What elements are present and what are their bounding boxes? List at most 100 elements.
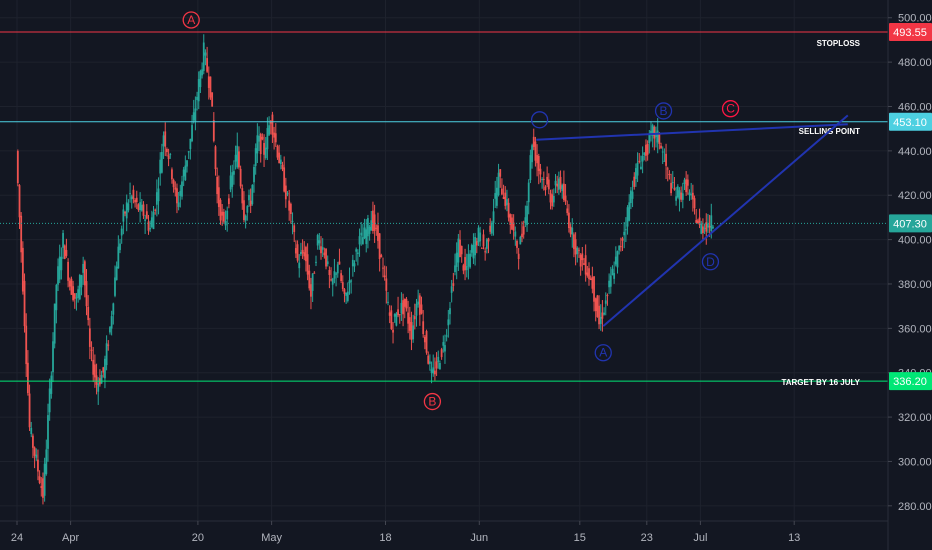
candle-body: [303, 252, 306, 257]
candle-body: [688, 192, 691, 196]
candle-body: [217, 187, 220, 208]
candle-body: [137, 204, 140, 211]
candle-body: [447, 319, 450, 326]
candle-body: [660, 145, 662, 149]
candle-body: [62, 233, 64, 248]
candle-body: [305, 247, 307, 262]
y-tick-label: 400.00: [898, 235, 932, 247]
candle-body: [574, 239, 577, 255]
candle-body: [124, 212, 126, 214]
candle-body: [72, 286, 75, 301]
candle-body: [368, 226, 371, 234]
candle-body: [474, 237, 477, 256]
candle-body: [323, 252, 326, 256]
candle-body: [603, 312, 605, 315]
candle-body: [68, 280, 71, 287]
candle-body: [315, 261, 317, 263]
candle-body: [641, 155, 644, 162]
candle-body: [477, 227, 480, 243]
candle-body: [196, 96, 198, 100]
candle-body: [536, 155, 538, 164]
candle-body: [484, 251, 487, 253]
x-tick-label: 18: [379, 532, 391, 544]
price-badge-label-1: 453.10: [893, 117, 927, 129]
candle-body: [134, 199, 136, 203]
candle-body: [176, 188, 178, 204]
candle-body: [502, 196, 505, 200]
candle-body: [75, 297, 78, 299]
candle-body: [129, 193, 131, 195]
candle-body: [539, 168, 542, 175]
candle-body: [340, 273, 343, 282]
x-tick-label: 15: [574, 532, 586, 544]
candle-body: [145, 211, 148, 219]
candle-body: [400, 302, 403, 314]
candle-body: [60, 256, 63, 271]
candle-body: [100, 374, 103, 384]
candle-body: [648, 134, 651, 144]
candle-body: [495, 187, 498, 206]
candle-body: [494, 193, 497, 199]
candle-body: [87, 306, 90, 321]
candle-body: [182, 169, 185, 177]
candle-body: [254, 148, 257, 166]
candle-body: [532, 136, 535, 147]
candle-body: [233, 171, 235, 175]
hline-label-0: STOPLOSS: [817, 39, 861, 48]
candle-body: [460, 245, 463, 255]
price-badge-1: [889, 112, 932, 131]
candle-body: [125, 202, 128, 219]
candle-body: [378, 233, 381, 260]
candle-body: [546, 176, 549, 185]
candle-body: [658, 133, 661, 144]
price-badge-label-3: 336.20: [893, 376, 927, 388]
candle-body: [83, 261, 86, 286]
candle-body: [55, 285, 58, 311]
candle-body: [107, 344, 110, 346]
candle-body: [52, 341, 54, 373]
candle-body: [139, 202, 142, 211]
candle-body: [152, 212, 155, 230]
trend-line-1: [602, 114, 849, 327]
candle-body: [425, 331, 428, 353]
candle-body: [388, 312, 391, 316]
candle-body: [432, 367, 435, 374]
candle-body: [202, 42, 205, 71]
wave-label-1: B: [428, 395, 436, 409]
candle-body: [382, 267, 384, 269]
candle-body: [467, 254, 470, 267]
candle-body: [373, 214, 376, 231]
candle-body: [509, 214, 512, 225]
candle-body: [405, 298, 408, 309]
candle-body: [636, 162, 639, 176]
candle-body: [393, 314, 396, 317]
candle-body: [452, 283, 455, 286]
candle-body: [95, 375, 98, 385]
candle-body: [284, 185, 287, 200]
candle-body: [207, 76, 210, 88]
trend-lines: [536, 114, 849, 327]
candle-body: [266, 128, 269, 150]
candle-body: [35, 454, 38, 458]
candle-body: [336, 264, 339, 274]
candle-body: [264, 147, 267, 159]
wave-label-3: A: [599, 346, 607, 360]
candle-body: [395, 313, 398, 326]
candle-body: [243, 200, 245, 220]
candle-body: [333, 271, 336, 279]
trend-line-0: [536, 123, 848, 141]
candle-body: [556, 183, 559, 187]
candle-body: [296, 244, 299, 261]
wave-label-6: D: [706, 255, 715, 269]
candle-body: [417, 301, 420, 305]
candle-body: [144, 219, 147, 221]
candle-body: [189, 138, 192, 150]
candle-body: [402, 300, 404, 315]
candle-body: [20, 215, 23, 253]
candle-body: [619, 246, 622, 248]
candle-body: [130, 196, 133, 200]
candle-body: [316, 235, 319, 246]
candle-body: [626, 207, 629, 227]
candle-body: [413, 316, 416, 320]
